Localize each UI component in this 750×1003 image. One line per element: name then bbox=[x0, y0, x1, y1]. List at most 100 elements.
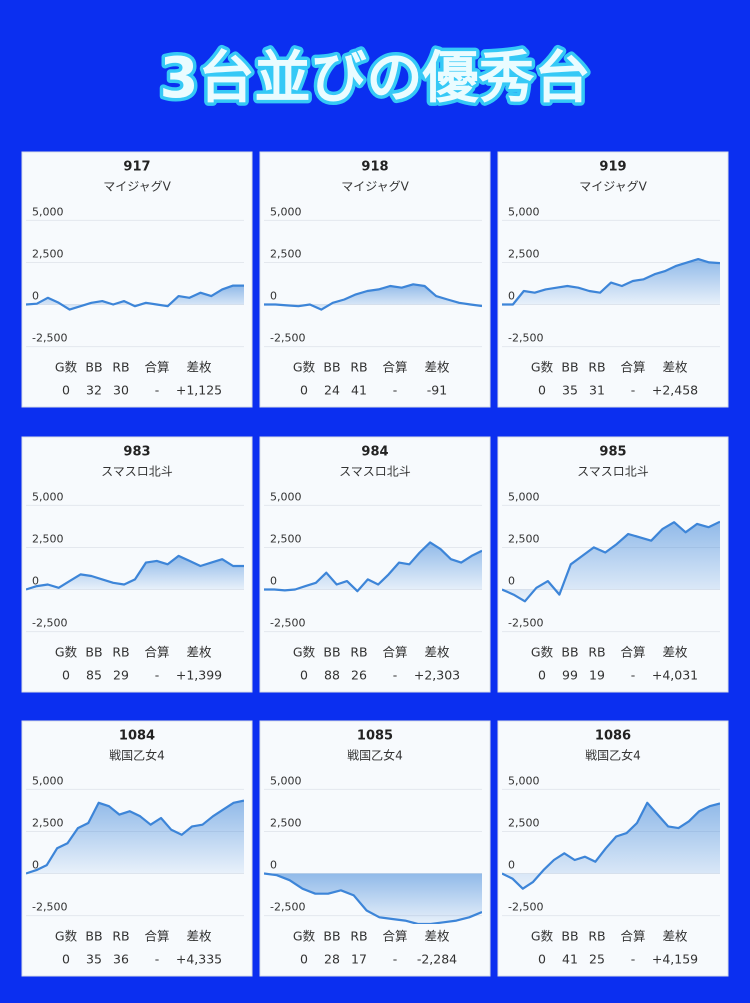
y-tick-label: 0 bbox=[32, 859, 39, 872]
area bbox=[26, 800, 244, 874]
card-title: 985 bbox=[599, 445, 626, 460]
stat-header: 差枚 bbox=[424, 645, 450, 660]
area bbox=[502, 259, 720, 305]
y-tick-label: -2,500 bbox=[270, 901, 305, 914]
y-tick-label: 5,000 bbox=[508, 205, 540, 218]
y-tick-label: 2,500 bbox=[508, 532, 540, 545]
card-subtitle: 戦国乙女4 bbox=[585, 748, 641, 763]
stat-header: 差枚 bbox=[186, 645, 212, 660]
y-tick-label: 2,500 bbox=[32, 532, 64, 545]
stat-value: 32 bbox=[86, 383, 102, 398]
card: 985 スマスロ北斗 5,000 2,500 0 -2,500 G数 BB RB 合算 差枚 0 99 1… bbox=[497, 436, 729, 693]
area bbox=[264, 542, 482, 592]
y-tick-label: 0 bbox=[508, 859, 515, 872]
y-tick-label: 0 bbox=[508, 575, 515, 588]
card-title: 1084 bbox=[119, 729, 155, 744]
card: 1086 戦国乙女4 5,000 2,500 0 -2,500 G数 BB RB 合算 差枚 0 41 2… bbox=[497, 720, 729, 977]
stat-value: 88 bbox=[324, 668, 340, 683]
line bbox=[26, 284, 244, 311]
stat-value: 0 bbox=[62, 952, 70, 967]
stat-header: 合算 bbox=[144, 645, 169, 660]
stat-header: RB bbox=[350, 645, 367, 660]
card-bg bbox=[259, 720, 491, 977]
card-title: 984 bbox=[361, 445, 388, 460]
stat-header: 差枚 bbox=[662, 929, 688, 944]
stat-value: 28 bbox=[324, 952, 340, 967]
stat-header: BB bbox=[561, 645, 578, 660]
line bbox=[264, 872, 482, 924]
stat-value: 0 bbox=[300, 383, 308, 398]
stat-value: - bbox=[393, 952, 398, 967]
y-tick-label: 2,500 bbox=[508, 247, 540, 260]
stat-header: 差枚 bbox=[186, 360, 212, 375]
stat-header: BB bbox=[85, 929, 102, 944]
stat-value: 0 bbox=[538, 668, 546, 683]
stat-header: G数 bbox=[531, 929, 554, 944]
area bbox=[264, 284, 482, 310]
y-tick-label: 5,000 bbox=[32, 774, 64, 787]
stat-value: 0 bbox=[62, 668, 70, 683]
y-tick-label: 5,000 bbox=[508, 774, 540, 787]
stat-header: G数 bbox=[293, 645, 316, 660]
stat-value: 24 bbox=[324, 383, 340, 398]
card: 918 マイジャグV 5,000 2,500 0 -2,500 G数 BB RB 合算 差枚 0 24 4… bbox=[259, 151, 491, 408]
stat-value: - bbox=[155, 383, 160, 398]
card-subtitle: マイジャグV bbox=[341, 180, 409, 194]
line bbox=[26, 799, 244, 875]
card-title: 1085 bbox=[357, 729, 393, 744]
stat-header: BB bbox=[85, 360, 102, 375]
stat-value: 17 bbox=[351, 952, 367, 967]
stat-header: RB bbox=[112, 929, 129, 944]
stat-value: +4,335 bbox=[176, 952, 222, 967]
stat-value: - bbox=[155, 952, 160, 967]
card-subtitle: 戦国乙女4 bbox=[109, 748, 165, 763]
stat-header: G数 bbox=[293, 360, 316, 375]
stat-header: 差枚 bbox=[186, 929, 212, 944]
card-title: 1086 bbox=[595, 729, 631, 744]
stat-value: +2,458 bbox=[652, 383, 698, 398]
stat-header: BB bbox=[323, 645, 340, 660]
card-title: 918 bbox=[361, 160, 388, 175]
stat-value: 36 bbox=[113, 952, 129, 967]
line bbox=[264, 283, 482, 311]
y-tick-label: -2,500 bbox=[508, 901, 543, 914]
stat-header: RB bbox=[112, 360, 129, 375]
stat-header: BB bbox=[323, 929, 340, 944]
y-tick-label: 5,000 bbox=[270, 205, 302, 218]
stat-header: 合算 bbox=[144, 360, 169, 375]
stat-value: 26 bbox=[351, 668, 367, 683]
line bbox=[502, 801, 720, 890]
stat-value: 0 bbox=[538, 383, 546, 398]
card-bg bbox=[21, 151, 253, 408]
y-tick-label: -2,500 bbox=[32, 617, 67, 630]
stat-value: 85 bbox=[86, 668, 102, 683]
y-tick-label: 2,500 bbox=[32, 247, 64, 260]
area bbox=[26, 555, 244, 590]
stat-value: - bbox=[393, 668, 398, 683]
line bbox=[502, 258, 720, 306]
stat-value: -2,284 bbox=[417, 952, 457, 967]
y-tick-label: 0 bbox=[270, 859, 277, 872]
stat-header: RB bbox=[350, 360, 367, 375]
stat-header: 合算 bbox=[620, 645, 645, 660]
stat-header: G数 bbox=[531, 360, 554, 375]
stat-header: 差枚 bbox=[662, 360, 688, 375]
y-tick-label: 5,000 bbox=[270, 774, 302, 787]
area bbox=[26, 285, 244, 310]
stat-value: 0 bbox=[62, 383, 70, 398]
stat-value: -91 bbox=[427, 383, 447, 398]
stat-value: +4,031 bbox=[652, 668, 698, 683]
area bbox=[264, 873, 482, 924]
stat-value: - bbox=[155, 668, 160, 683]
stat-header: BB bbox=[85, 645, 102, 660]
y-tick-label: 5,000 bbox=[32, 490, 64, 503]
card: 919 マイジャグV 5,000 2,500 0 -2,500 G数 BB RB 合算 差枚 0 35 3… bbox=[497, 151, 729, 408]
page-title: 3台並びの優秀台 bbox=[160, 46, 591, 111]
stat-header: G数 bbox=[531, 645, 554, 660]
stat-header: RB bbox=[112, 645, 129, 660]
card-title: 917 bbox=[123, 160, 150, 175]
y-tick-label: 0 bbox=[270, 290, 277, 303]
stat-header: BB bbox=[561, 929, 578, 944]
line bbox=[264, 541, 482, 593]
